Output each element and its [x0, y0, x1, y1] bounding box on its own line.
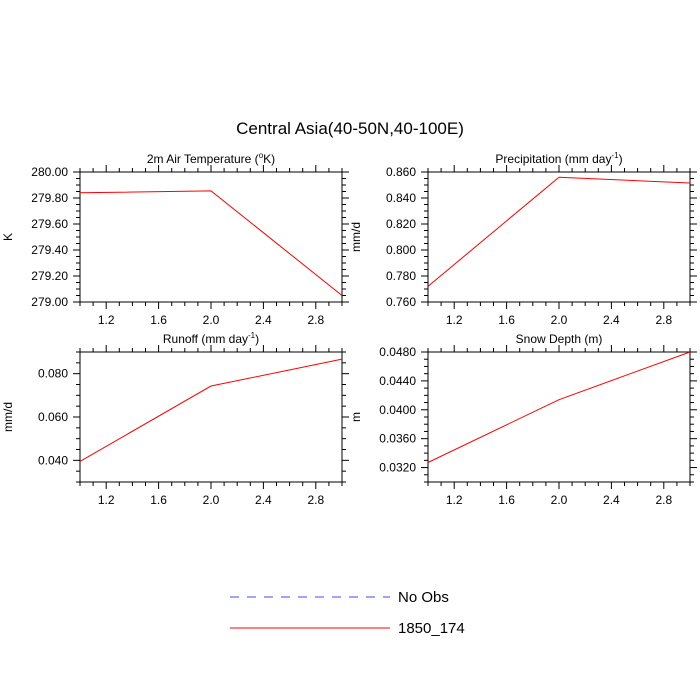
y-tick-label: 279.80 [31, 191, 68, 205]
panel-title-superscript: o [259, 151, 264, 160]
chart-panel-2: Precipitation (mm day-1) mm/d 1.2 1.6 2.0 2.4… [349, 151, 697, 327]
chart-panels: 2m Air Temperature (oK) K 1.2 1.6 2.0 2.4 2.8 2… [1, 151, 697, 507]
x-tick-label: 2.4 [603, 493, 620, 507]
panel-title-tail: ) [619, 152, 623, 166]
y-tick-label: 279.00 [31, 295, 68, 309]
panel-title-superscript: -1 [248, 331, 256, 340]
y-tick-label: 0.040 [38, 453, 68, 467]
figure-title: Central Asia(40-50N,40-100E) [236, 119, 464, 138]
x-tick-label: 1.6 [150, 493, 167, 507]
panel-title-main: Snow Depth (m) [516, 332, 603, 346]
panel-title: Runoff (mm day-1) [163, 331, 259, 346]
y-tick-label: 0.760 [386, 295, 416, 309]
y-tick-label: 0.0440 [379, 374, 416, 388]
y-tick-label: 0.0320 [379, 461, 416, 475]
plot-frame [79, 171, 343, 303]
x-tick-label: 2.4 [255, 493, 272, 507]
x-tick-label: 1.2 [98, 493, 115, 507]
series-line [79, 358, 343, 462]
y-tick-label: 279.40 [31, 243, 68, 257]
x-tick-label: 1.2 [98, 313, 115, 327]
x-tick-label: 1.2 [446, 493, 463, 507]
panel-title: Precipitation (mm day-1) [495, 151, 622, 166]
x-tick-label: 2.8 [655, 313, 672, 327]
legend-label: No Obs [398, 589, 449, 606]
y-tick-label: 0.080 [38, 367, 68, 381]
plot-frame [427, 351, 691, 483]
y-tick-label: 0.800 [386, 243, 416, 257]
legend-label: 1850_174 [398, 620, 465, 637]
series-line [427, 176, 691, 287]
panel-title-superscript: -1 [611, 151, 619, 160]
y-tick-label: 0.780 [386, 269, 416, 283]
panel-title-main: Runoff (mm day [163, 332, 248, 346]
y-tick-label: 0.0400 [379, 403, 416, 417]
x-tick-label: 2.0 [203, 493, 220, 507]
legend-item: 1850_174 [230, 620, 465, 637]
panel-title-main: Precipitation (mm day [495, 152, 611, 166]
series-line [427, 351, 691, 463]
x-tick-label: 2.0 [551, 313, 568, 327]
x-tick-label: 2.0 [203, 313, 220, 327]
y-tick-label: 0.860 [386, 165, 416, 179]
chart-panel-4: Snow Depth (m) m 1.2 1.6 2.0 2.4 2.8 0.0320 0.03… [349, 332, 697, 507]
x-tick-label: 1.6 [498, 313, 515, 327]
y-axis-label: m [349, 412, 363, 422]
y-tick-label: 0.840 [386, 191, 416, 205]
panel-title: 2m Air Temperature (oK) [147, 151, 275, 166]
series-line [79, 190, 343, 296]
y-axis-label: K [1, 233, 15, 241]
x-tick-label: 2.4 [603, 313, 620, 327]
panel-title: Snow Depth (m) [516, 332, 603, 346]
chart-panel-1: 2m Air Temperature (oK) K 1.2 1.6 2.0 2.4 2.8 2… [1, 151, 349, 327]
x-tick-label: 2.0 [551, 493, 568, 507]
x-tick-label: 2.8 [655, 493, 672, 507]
y-tick-label: 279.60 [31, 217, 68, 231]
y-tick-label: 279.20 [31, 269, 68, 283]
y-axis-label: mm/d [349, 222, 363, 252]
y-tick-label: 0.0480 [379, 345, 416, 359]
legend: No Obs 1850_174 [230, 589, 465, 637]
x-tick-label: 1.6 [150, 313, 167, 327]
x-tick-label: 2.4 [255, 313, 272, 327]
y-tick-label: 280.00 [31, 165, 68, 179]
legend-item: No Obs [230, 589, 449, 606]
y-tick-label: 0.0360 [379, 432, 416, 446]
chart-panel-3: Runoff (mm day-1) mm/d 1.2 1.6 2.0 2.4 2.8 0.04… [1, 331, 349, 507]
x-tick-label: 2.8 [307, 493, 324, 507]
plot-frame [427, 171, 691, 303]
panel-title-tail: ) [255, 332, 259, 346]
x-tick-label: 2.8 [307, 313, 324, 327]
x-tick-label: 1.2 [446, 313, 463, 327]
plot-frame [79, 351, 343, 483]
panel-title-main: 2m Air Temperature ( [147, 152, 259, 166]
y-tick-label: 0.820 [386, 217, 416, 231]
y-axis-label: mm/d [1, 402, 15, 432]
x-tick-label: 1.6 [498, 493, 515, 507]
y-tick-label: 0.060 [38, 410, 68, 424]
panel-title-tail: K) [263, 152, 275, 166]
